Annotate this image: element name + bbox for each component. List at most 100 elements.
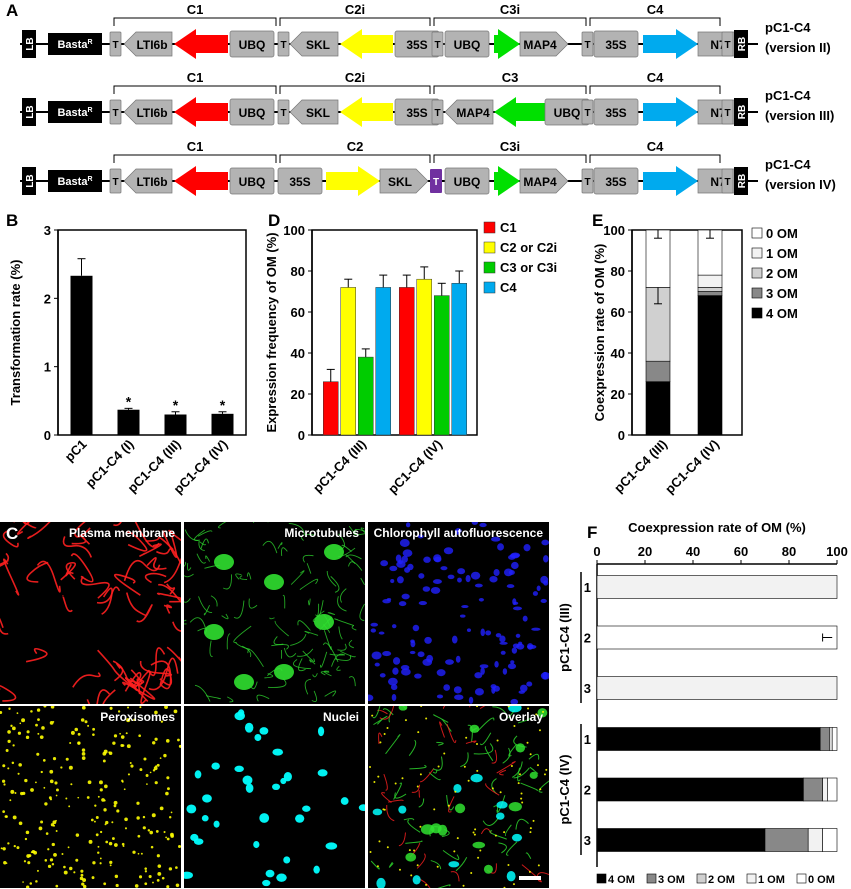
nucleus <box>259 813 270 823</box>
peroxisome-dot <box>0 847 3 850</box>
peroxisome-dot <box>95 816 99 819</box>
bar <box>340 287 356 436</box>
overlay-fiber <box>407 819 421 833</box>
legend-label: C1 <box>500 220 517 235</box>
microtubule-fiber <box>336 665 341 671</box>
microtubule-fiber <box>354 529 365 536</box>
peroxisome-dot <box>5 815 8 818</box>
overlay-peroxisome <box>433 808 436 811</box>
peroxisome-dot <box>173 709 178 714</box>
microtubule-fiber <box>198 596 213 614</box>
peroxisome-dot <box>125 732 128 735</box>
chloroplast <box>466 628 471 633</box>
peroxisome-dot <box>7 767 10 770</box>
chloroplast <box>440 566 448 571</box>
nucleus <box>276 873 287 882</box>
chloroplast <box>390 579 395 584</box>
peroxisome-dot <box>37 732 40 735</box>
peroxisome-dot <box>10 724 13 728</box>
terminator-label: T <box>724 40 730 51</box>
peroxisome-dot <box>12 744 15 747</box>
microtubule-fiber <box>196 553 206 564</box>
overlay-peroxisome <box>379 741 382 744</box>
nucleus <box>302 805 311 812</box>
microtubule-fiber <box>200 538 209 550</box>
microtubule-fiber <box>348 561 363 571</box>
peroxisome-dot <box>99 862 102 865</box>
unit-bracket <box>113 154 277 163</box>
overlay-fiber <box>378 732 383 745</box>
microtubule-fiber <box>273 636 284 645</box>
peroxisome-dot <box>126 718 131 723</box>
peroxisome-dot <box>126 744 131 749</box>
legend-swatch <box>751 247 763 259</box>
stacked-bar-segment <box>829 727 833 751</box>
peroxisome-dot <box>157 871 162 876</box>
tag-arrow <box>289 31 339 57</box>
legend-label: 0 OM <box>766 226 798 241</box>
overlay-peroxisome <box>404 719 407 722</box>
overlay-peroxisome <box>526 741 529 744</box>
membrane-outline <box>72 672 101 688</box>
microtubule-fiber <box>248 598 258 609</box>
lb-border <box>22 98 36 126</box>
tag-arrow <box>379 168 429 194</box>
overlay-peroxisome <box>456 837 459 840</box>
microtubule-fiber <box>290 570 305 585</box>
peroxisome-dot <box>55 884 59 888</box>
peroxisome-dot <box>104 784 108 789</box>
promoter-label: UBQ <box>454 38 481 52</box>
peroxisome-dot <box>11 761 15 765</box>
peroxisome-dot <box>165 836 168 839</box>
microtubule-fiber <box>197 530 213 537</box>
peroxisome-dot <box>90 818 94 822</box>
peroxisome-dot <box>25 830 30 835</box>
overlay-peroxisome <box>462 884 465 887</box>
peroxisome-dot <box>168 816 172 819</box>
panel-f-letter: F <box>587 523 597 542</box>
nucleus <box>193 838 204 845</box>
stacked-bar-segment <box>596 727 821 751</box>
legend-swatch <box>751 307 763 319</box>
stacked-bar-segment <box>822 777 828 802</box>
overlay-fiber <box>538 780 549 793</box>
nucleus <box>202 794 212 803</box>
chloroplast <box>479 522 487 528</box>
peroxisome-dot <box>116 809 120 813</box>
nucleus <box>234 711 245 721</box>
promoter-label: 35S <box>406 38 427 52</box>
peroxisome-dot <box>26 854 31 858</box>
overlay-fiber <box>388 861 394 868</box>
overlay-organelle <box>372 808 383 816</box>
unit-label: C1 <box>187 139 204 154</box>
overlay-fiber <box>408 739 417 757</box>
nucleus <box>340 797 349 805</box>
microtubule-fiber <box>184 529 199 541</box>
chloroplast <box>520 684 528 693</box>
overlay-fiber <box>386 805 395 822</box>
basta-box <box>48 101 102 123</box>
peroxisome-dot <box>81 752 86 756</box>
stacked-bar-segment <box>697 274 723 288</box>
overlay-fiber <box>484 746 494 762</box>
microtubule-fiber <box>315 603 320 617</box>
stoma-cell <box>234 674 254 690</box>
overlay-peroxisome <box>491 787 494 790</box>
microtubule-fiber <box>233 600 245 619</box>
overlay-fiber <box>485 783 500 796</box>
row-label: 3 <box>584 681 591 696</box>
promoter-box <box>444 167 490 195</box>
peroxisome-dot <box>2 810 6 813</box>
stacked-bar-segment <box>827 777 838 802</box>
peroxisome-dot <box>165 791 169 796</box>
stacked-bar-segment <box>831 727 838 751</box>
y-tick-label: 20 <box>611 387 625 402</box>
chloroplast <box>430 586 441 594</box>
peroxisome-dot <box>2 764 6 768</box>
overlay-fiber <box>436 741 444 746</box>
y-axis-label: Coexpression rate of OM (%) <box>592 244 607 422</box>
overlay-organelle <box>537 708 548 718</box>
terminator-box <box>431 31 444 57</box>
overlay-peroxisome <box>529 831 532 834</box>
legend-label: 2 OM <box>766 266 798 281</box>
